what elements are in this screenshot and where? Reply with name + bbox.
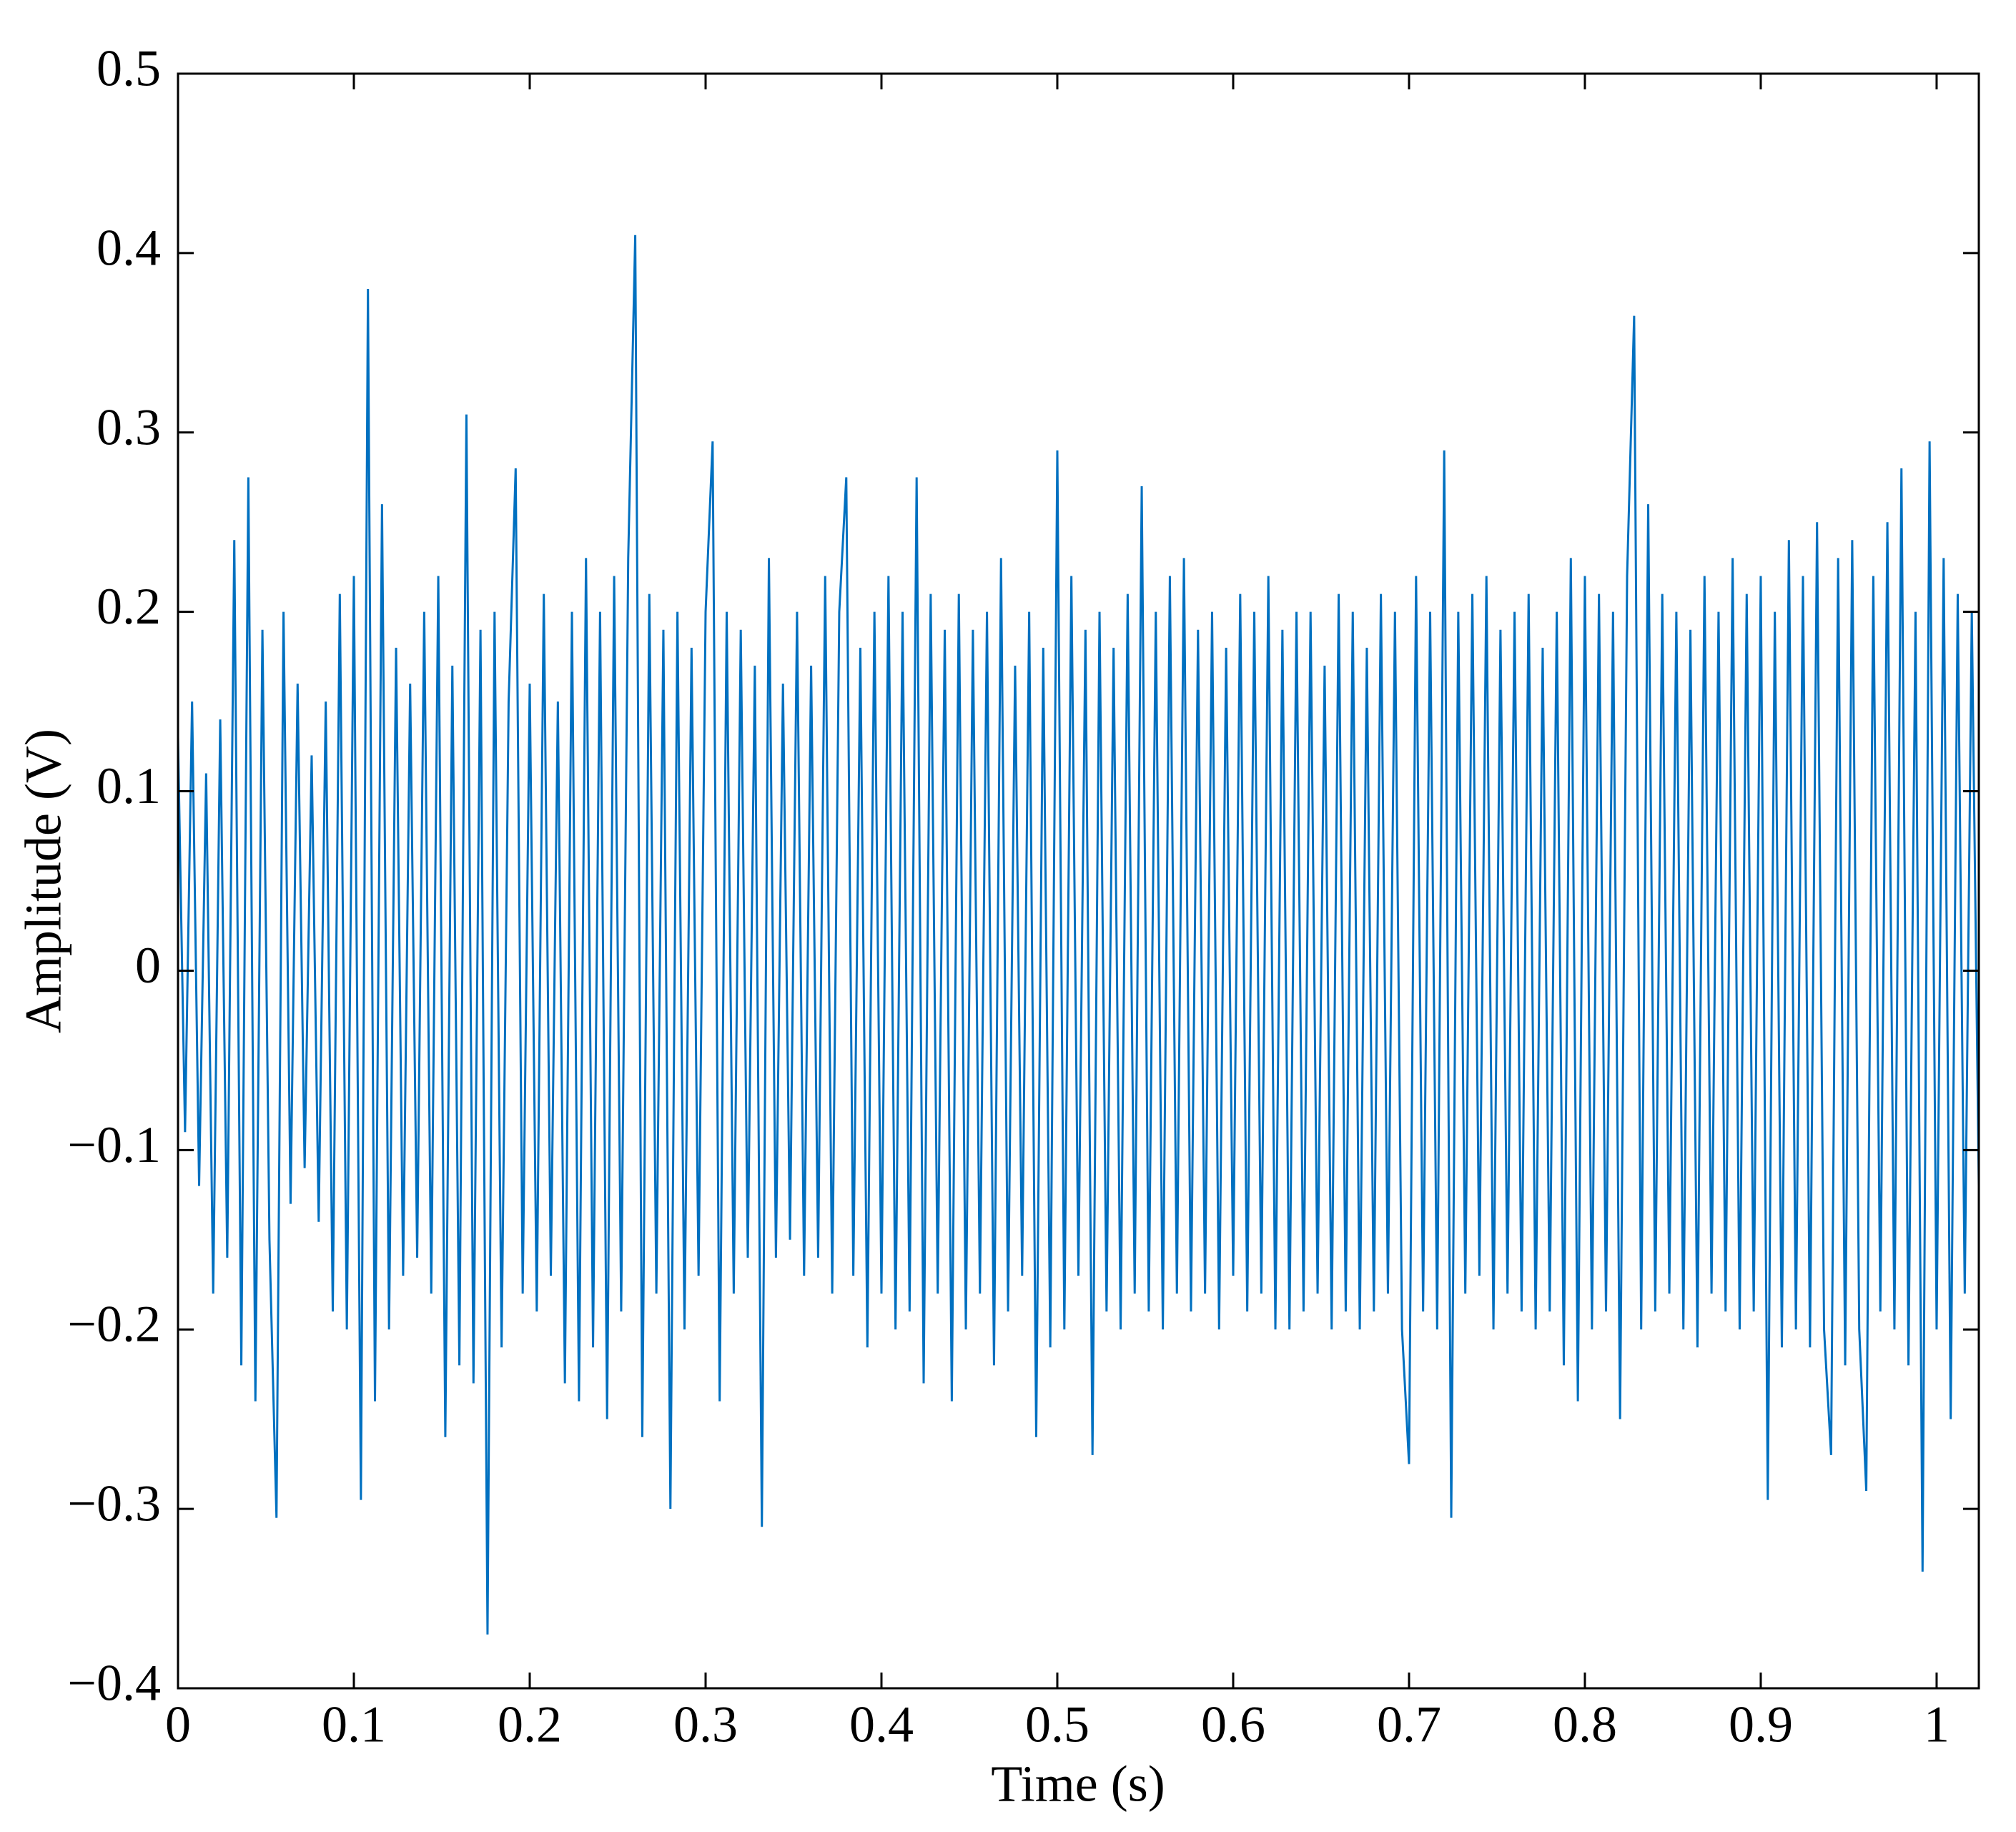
y-tick-label: 0.2: [97, 578, 161, 635]
y-tick-label: 0: [135, 937, 161, 994]
y-tick-label: 0.5: [97, 40, 161, 97]
x-tick-label: 0.2: [498, 1696, 562, 1753]
x-tick-label: 0.8: [1553, 1696, 1617, 1753]
x-tick-label: 0.9: [1729, 1696, 1793, 1753]
y-tick-label: 0.1: [97, 757, 161, 814]
x-tick-label: 1: [1924, 1696, 1950, 1753]
x-tick-label: 0: [165, 1696, 191, 1753]
x-tick-label: 0.1: [322, 1696, 386, 1753]
plot-frame: [177, 72, 1980, 1690]
y-tick-label: −0.3: [67, 1475, 161, 1532]
x-axis-label: Time (s): [991, 1755, 1165, 1813]
plot-area: [177, 235, 1980, 1635]
y-tick-label: −0.1: [67, 1116, 161, 1173]
x-tick-label: 0.5: [1025, 1696, 1089, 1753]
x-tick-label: 0.4: [849, 1696, 914, 1753]
y-tick-label: −0.4: [67, 1655, 161, 1712]
signal-line: [177, 235, 1980, 1635]
y-tick-label: −0.2: [67, 1296, 161, 1353]
y-tick-label: 0.3: [97, 398, 161, 455]
x-tick-label: 0.6: [1201, 1696, 1265, 1753]
x-tick-label: 0.7: [1377, 1696, 1441, 1753]
y-axis-label: Amplitude (V): [15, 729, 72, 1033]
y-tick-label: 0.4: [97, 219, 161, 276]
x-tick-label: 0.3: [673, 1696, 738, 1753]
